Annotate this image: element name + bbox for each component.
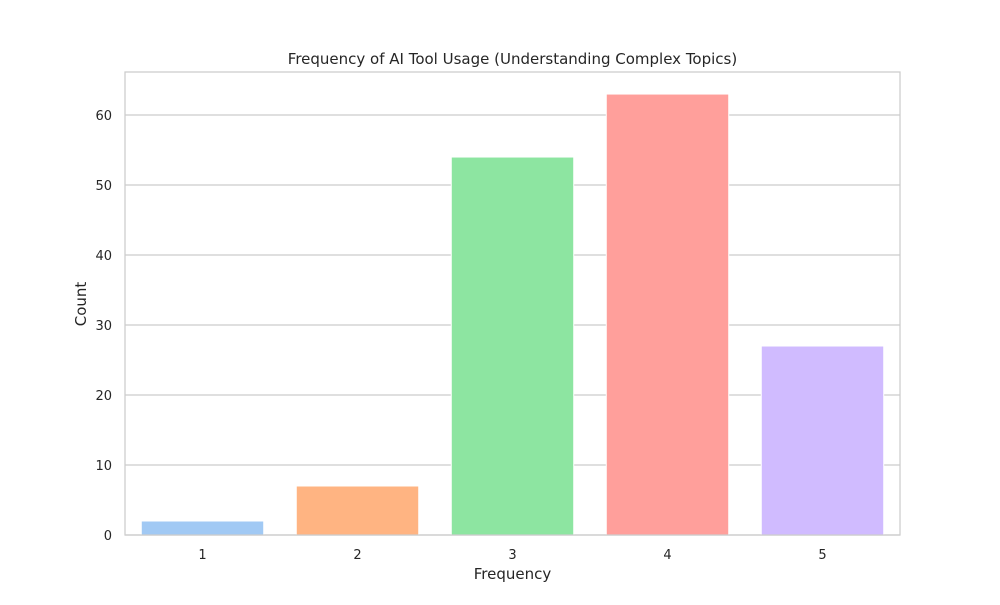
bar-2 xyxy=(295,485,420,536)
bars xyxy=(140,93,885,536)
x-axis-label: Frequency xyxy=(474,565,552,583)
x-tick-label: 5 xyxy=(818,548,826,563)
bar-5 xyxy=(760,345,885,536)
y-tick-labels: 0 10 20 30 40 50 60 xyxy=(95,109,112,544)
bar-1 xyxy=(140,520,265,536)
y-tick-label: 60 xyxy=(95,109,112,124)
x-tick-labels: 1 2 3 4 5 xyxy=(198,548,826,563)
bar-4 xyxy=(605,93,730,536)
y-tick-label: 40 xyxy=(95,249,112,264)
bar-3 xyxy=(450,156,575,536)
y-tick-label: 0 xyxy=(104,529,112,544)
plot-frame xyxy=(124,71,901,536)
x-tick-label: 3 xyxy=(508,548,516,563)
y-axis-label: Count xyxy=(72,282,90,327)
x-tick-label: 4 xyxy=(663,548,671,563)
x-tick-label: 1 xyxy=(198,548,206,563)
x-tick-label: 2 xyxy=(353,548,361,563)
y-tick-label: 10 xyxy=(95,459,112,474)
y-tick-label: 20 xyxy=(95,389,112,404)
y-tick-label: 30 xyxy=(95,319,112,334)
chart-title: Frequency of AI Tool Usage (Understandin… xyxy=(288,50,737,68)
y-tick-label: 50 xyxy=(95,179,112,194)
